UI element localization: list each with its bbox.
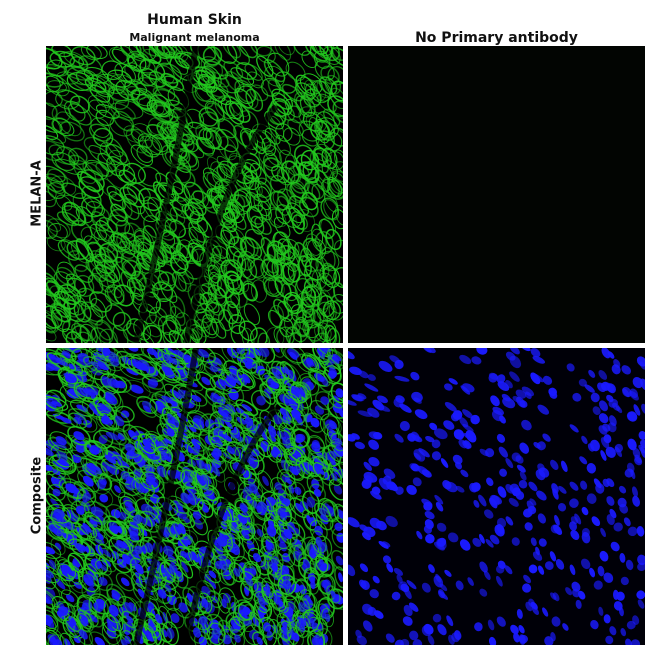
column-title-human-skin: Human Skin bbox=[147, 12, 242, 28]
image-melan-a-tissue bbox=[46, 46, 343, 343]
image-composite-no-primary bbox=[348, 348, 645, 645]
row-label-composite: Composite bbox=[29, 456, 45, 535]
image-melan-a-no-primary bbox=[348, 46, 645, 343]
column-subtitle-malignant-melanoma: Malignant melanoma bbox=[129, 31, 260, 44]
image-composite-tissue bbox=[46, 348, 343, 645]
row-label-melan-a: MELAN-A bbox=[29, 160, 45, 227]
column-title-no-primary: No Primary antibody bbox=[415, 30, 578, 46]
